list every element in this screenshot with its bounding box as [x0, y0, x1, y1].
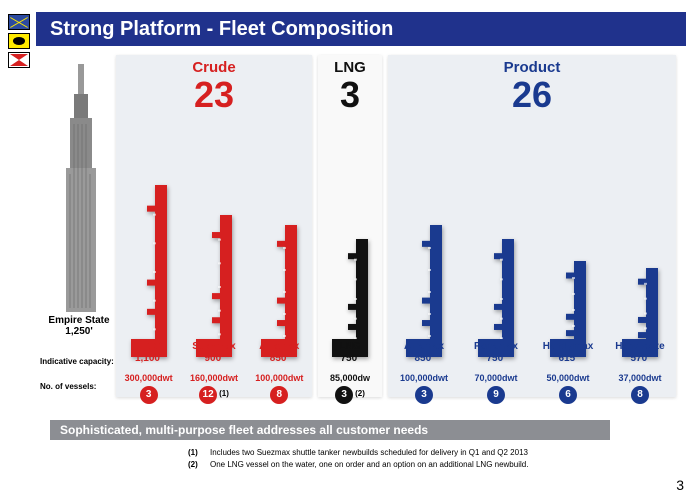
ship-name: Aframax	[259, 341, 299, 353]
vessel-count-badge: 9	[487, 386, 505, 404]
fleet-area: Crude23 VLCC1,100' 300,000dwt 3 Suezmax900'…	[50, 55, 690, 415]
ship-labels: Aframax850'100,000dwt3Panamax750'70,000d…	[388, 341, 676, 393]
ships-row	[116, 151, 312, 361]
group-title: LNG	[318, 55, 382, 76]
footnote: (1)Includes two Suezmax shuttle tanker n…	[188, 448, 528, 457]
ship-length: 1,100'	[135, 353, 162, 364]
ship-name: Aframax	[404, 341, 444, 353]
vessel-count-badge: 12	[199, 386, 217, 404]
vessel-count-badge: 3	[335, 386, 353, 404]
ship-dwt: 37,000dwt	[618, 373, 661, 383]
title-bar: Strong Platform - Fleet Composition	[36, 12, 686, 46]
ship-name: LNG	[339, 341, 360, 353]
ship-dwt: 70,000dwt	[474, 373, 517, 383]
vessel-count-badge: 3	[415, 386, 433, 404]
group-title: Product	[388, 55, 676, 76]
ship-length: 750'	[340, 353, 359, 364]
signal-flags	[8, 14, 30, 71]
ship-label-col: Panamax750'70,000dwt9	[465, 341, 527, 393]
ship-length: 900'	[204, 353, 223, 364]
ship-labels: VLCC1,100'300,000dwt3Suezmax900'160,000d…	[116, 341, 312, 393]
group-lng: LNG3 LNG750'85,000dw3(2)	[318, 55, 382, 397]
ship-name: Handysize	[615, 341, 664, 353]
page-title: Strong Platform - Fleet Composition	[50, 18, 393, 41]
footnote: (2)One LNG vessel on the water, one on o…	[188, 460, 528, 469]
ship-length: 615'	[558, 353, 577, 364]
ship-length: 850'	[270, 353, 289, 364]
flag-3	[8, 52, 30, 68]
ship-name: VLCC	[135, 341, 162, 353]
group-total: 23	[116, 76, 312, 114]
ship-dwt: 160,000dwt	[190, 373, 238, 383]
ship-label-col: LNG750'85,000dw3(2)	[319, 341, 381, 393]
footnotes: (1)Includes two Suezmax shuttle tanker n…	[188, 448, 528, 472]
group-product: Product26 Aframax850'100,000dwt3Panamax7…	[388, 55, 676, 397]
flag-1	[8, 14, 30, 30]
ships-row	[318, 151, 382, 361]
ship-label-col: Handymax615'50,000dwt6	[537, 341, 599, 393]
ship-dwt: 50,000dwt	[546, 373, 589, 383]
ship-label-col: Aframax850'100,000dwt3	[393, 341, 455, 393]
ship-suezmax	[183, 215, 245, 361]
group-total: 3	[318, 76, 382, 114]
footnote-ref: (1)	[219, 389, 229, 398]
vessel-count-badge: 8	[631, 386, 649, 404]
ship-length: 850'	[414, 353, 433, 364]
ship-dwt: 100,000dwt	[400, 373, 448, 383]
ship-vlcc	[118, 185, 180, 361]
group-total: 26	[388, 76, 676, 114]
ship-dwt: 100,000dwt	[255, 373, 303, 383]
ship-name: Handymax	[543, 341, 594, 353]
ship-length: 570'	[630, 353, 649, 364]
ships-row	[388, 151, 676, 361]
vessel-count-badge: 6	[559, 386, 577, 404]
flag-2	[8, 33, 30, 49]
summary-banner: Sophisticated, multi-purpose fleet addre…	[50, 420, 610, 440]
ship-label-col: Suezmax900'160,000dwt12(1)	[183, 341, 245, 393]
ship-name: Suezmax	[192, 341, 235, 353]
ship-name: Panamax	[474, 341, 518, 353]
ship-dwt: 85,000dw	[330, 373, 370, 383]
ship-labels: LNG750'85,000dw3(2)	[318, 341, 382, 393]
group-title: Crude	[116, 55, 312, 76]
vessel-count-badge: 3	[140, 386, 158, 404]
ship-label-col: Aframax850'100,000dwt8	[248, 341, 310, 393]
group-crude: Crude23 VLCC1,100'300,000dwt3Suezmax900'…	[116, 55, 312, 397]
ship-dwt: 300,000dwt	[125, 373, 173, 383]
ship-length: 750'	[486, 353, 505, 364]
ship-label-col: Handysize570'37,000dwt8	[609, 341, 671, 393]
footnote-ref: (2)	[355, 389, 365, 398]
vessel-count-badge: 8	[270, 386, 288, 404]
page-number: 3	[676, 477, 684, 493]
ship-label-col: VLCC1,100'300,000dwt3	[118, 341, 180, 393]
